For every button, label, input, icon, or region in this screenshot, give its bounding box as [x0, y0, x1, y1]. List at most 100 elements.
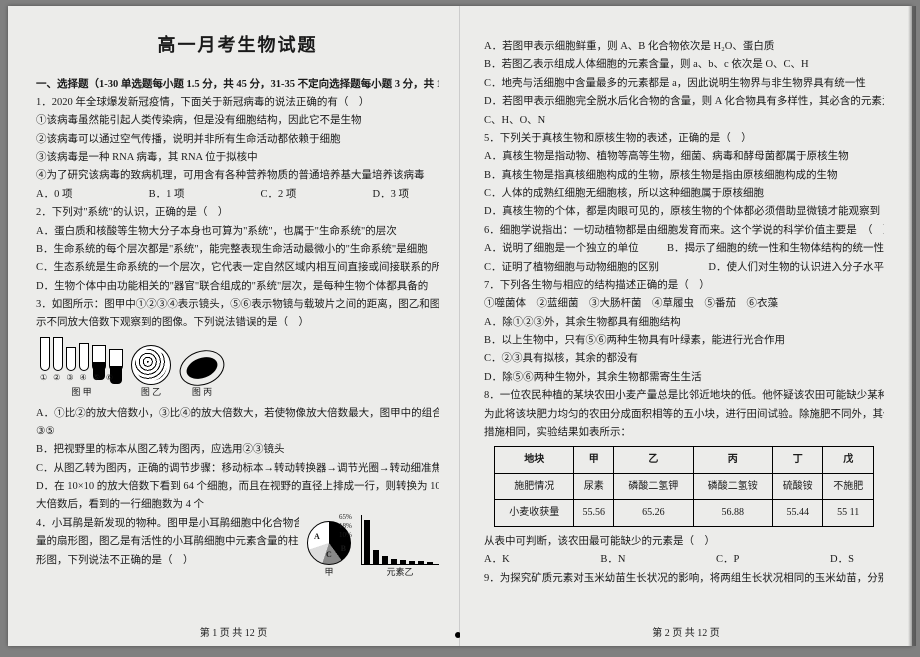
q4-b: 量的扇形图，图乙是有活性的小耳鹃细胞中元素含量的柱 — [36, 533, 299, 551]
page-number-2: 第 2 页 共 12 页 — [460, 625, 912, 643]
pie-label-a: A — [314, 530, 320, 544]
q9-stem: 9．为探究矿质元素对玉米幼苗生长状况的影响，将两组生长状况相同的玉米幼苗，分别放… — [484, 570, 884, 588]
cap-jia: 图 甲 — [40, 385, 123, 401]
q2-c: C．生态系统是生命系统的一个层次，它代表一定自然区域内相互间直接或间接联系的所有… — [36, 259, 439, 277]
q4-B: B．若图乙表示组成人体细胞的元素含量，则 a、b、c 依次是 O、C、H — [484, 56, 884, 74]
q5-d: D．真核生物的个体，都是肉眼可见的，原核生物的个体都必须借助显微镜才能观察到 — [484, 203, 884, 221]
q3-c: C．从图乙转为图丙，正确的调节步骤：移动标本→转动转换器→调节光圈→转动细准焦螺… — [36, 460, 439, 478]
q1-opt4: ④为了研究该病毒的致病机理，可用含有各种营养物质的普通培养基大量培养该病毒 — [36, 167, 439, 185]
q3-d: D．在 10×10 的放大倍数下看到 64 个细胞，而且在视野的直径上排成一行，… — [36, 478, 439, 496]
q8-a: 8．一位农民种植的某块农田小麦产量总是比邻近地块的低。他怀疑该农田可能缺少某种元… — [484, 387, 884, 405]
r1-0: 施肥情况 — [495, 473, 574, 500]
cap-yi: 图 乙 — [131, 385, 171, 401]
bar-cap: 元素乙 — [361, 565, 439, 581]
r2-5: 55 11 — [823, 500, 874, 527]
tube-2 — [53, 337, 63, 371]
tube-5 — [92, 345, 106, 371]
tube-4 — [79, 343, 89, 371]
q8-d: D．S — [830, 551, 854, 569]
pct-0: 65% — [339, 513, 352, 522]
r2-3: 56.88 — [693, 500, 772, 527]
q2-a: A．蛋白质和核酸等生物大分子本身也可算为"系统"，也属于"生命系统"的层次 — [36, 223, 439, 241]
q1-opt3: ③该病毒是一种 RNA 病毒，其 RNA 位于拟核中 — [36, 149, 439, 167]
q2-b: B．生命系统的每个层次都是"系统"，能完整表现生命活动最微小的"生命系统"是细胞 — [36, 241, 439, 259]
q4-a: 4．小耳鹃是新发现的物种。图甲是小耳鹃细胞中化合物含 — [36, 515, 299, 533]
q7-c: C．②③具有拟核，其余的都没有 — [484, 350, 884, 368]
fig-jia: ① ② ③ ④ ⑤ ⑥ 图 甲 — [40, 337, 123, 401]
section-1-heading: 一、选择题（1-30 单选题每小题 1.5 分，共 45 分，31-35 不定向… — [36, 76, 439, 94]
q3-stem-a: 3．如图所示：图甲中①②③④表示镜头，⑤⑥表示物镜与载玻片之间的距离，图乙和图丙… — [36, 296, 439, 314]
r1-5: 不施肥 — [823, 473, 874, 500]
r2-0: 小麦收获量 — [495, 500, 574, 527]
q5-c: C．人体的成熟红细胞无细胞核，所以这种细胞属于原核细胞 — [484, 185, 884, 203]
r1-1: 尿素 — [574, 473, 614, 500]
page-number-1: 第 1 页 共 12 页 — [8, 625, 459, 643]
th-0: 地块 — [495, 447, 574, 474]
r2-4: 55.44 — [772, 500, 823, 527]
q6-c: C．证明了植物细胞与动物细胞的区别 — [484, 259, 659, 277]
q8-b: B．N — [600, 551, 625, 569]
tube-3 — [66, 347, 76, 371]
th-5: 戊 — [823, 447, 874, 474]
q6-a: A．说明了细胞是一个独立的单位 — [484, 240, 639, 258]
fig-bing: 图 丙 — [179, 351, 225, 401]
r1-4: 硫酸铵 — [772, 473, 823, 500]
q2-d: D．生物个体中由功能相关的"器官"联合组成的"系统"层次，是每种生物个体都具备的 — [36, 278, 439, 296]
q1-choice-c: C．2 项 — [261, 186, 297, 204]
th-1: 甲 — [574, 447, 614, 474]
q8-c: 措施相同，实验结果如表所示： — [484, 424, 884, 442]
q4-figures: A B C 甲 65% 18% 10% — [307, 515, 439, 581]
q1-choice-b: B．1 项 — [149, 186, 185, 204]
exam-title: 高一月考生物试题 — [36, 30, 439, 62]
th-4: 丁 — [772, 447, 823, 474]
pie-label-c: C — [326, 548, 332, 562]
tube-6 — [109, 349, 123, 371]
q7-d: D．除⑤⑥两种生物外，其余生物都需寄生生活 — [484, 369, 884, 387]
q4-D: D．若图甲表示细胞完全脱水后化合物的含量，则 A 化合物具有多样性，其必含的元素… — [484, 93, 884, 111]
q4-block: A B C 甲 65% 18% 10% — [36, 515, 439, 570]
q1-stem: 1．2020 年全球爆发新冠疫情，下面关于新冠病毒的说法正确的有（ ） — [36, 94, 439, 112]
circle-yi — [131, 345, 171, 385]
r1-2: 磷酸二氢钾 — [614, 473, 693, 500]
q1-opt1: ①该病毒虽然能引起人类传染病，但是没有细胞结构，因此它不是生物 — [36, 112, 439, 130]
q1-opt2: ②该病毒可以通过空气传播，说明并非所有生命活动都依赖于细胞 — [36, 131, 439, 149]
cap-bing: 图 丙 — [179, 385, 225, 401]
r2-1: 55.56 — [574, 500, 614, 527]
q5-b: B．真核生物是指真核细胞构成的生物，原核生物是指由原核细胞构成的生物 — [484, 167, 884, 185]
pie-cap: 甲 — [307, 565, 351, 581]
q3-a: A．①比②的放大倍数小，③比④的放大倍数大，若使物像放大倍数最大，图甲中的组合一… — [36, 405, 439, 423]
q1-choice-a: A．0 项 — [36, 186, 72, 204]
th-3: 丙 — [693, 447, 772, 474]
bar-chart — [361, 515, 439, 565]
q4-c: 形图，下列说法不正确的是（ ） — [36, 552, 299, 570]
q7-a: A．除①②③外，其余生物都具有细胞结构 — [484, 314, 884, 332]
th-2: 乙 — [614, 447, 693, 474]
q1-choice-d: D．3 项 — [373, 186, 409, 204]
q3-a2: ③⑤ — [36, 423, 439, 441]
q5-stem: 5．下列关于真核生物和原核生物的表述，正确的是（ ） — [484, 130, 884, 148]
q4-A: A．若图甲表示细胞鲜重，则 A、B 化合物依次是 H₂O、蛋白质 — [484, 38, 884, 56]
tube-1 — [40, 337, 50, 371]
q7-list: ①噬菌体 ②蓝细菌 ③大肠杆菌 ④草履虫 ⑤番茄 ⑥衣藻 — [484, 295, 884, 313]
q3-stem-b: 示不同放大倍数下观察到的图像。下列说法错误的是（ ） — [36, 314, 439, 332]
q8-b: 为此将该块肥力均匀的农田分成面积相等的五小块，进行田间试验。除施肥不同外，其他田… — [484, 406, 884, 424]
q4-D2: C、H、O、N — [484, 112, 884, 130]
table-row-1: 施肥情况 尿素 磷酸二氢钾 磷酸二氢铵 硫酸铵 不施肥 — [495, 473, 874, 500]
q8-c: C．P — [716, 551, 739, 569]
r1-3: 磷酸二氢铵 — [693, 473, 772, 500]
pie-label-b: B — [341, 542, 346, 556]
q3-figures: ① ② ③ ④ ⑤ ⑥ 图 甲 图 乙 图 丙 — [40, 337, 439, 401]
page-edge-shadow — [908, 6, 916, 646]
pct-1: 18% — [339, 522, 352, 531]
q3-d2: 大倍数后，看到的一行细胞数为 4 个 — [36, 496, 439, 514]
q8-q: 从表中可判断，该农田最可能缺少的元素是（ ） — [484, 533, 884, 551]
page-2: A．若图甲表示细胞鲜重，则 A、B 化合物依次是 H₂O、蛋白质 B．若图乙表示… — [460, 6, 912, 646]
q3-b: B．把视野里的标本从图乙转为图丙，应选用②③镜头 — [36, 441, 439, 459]
r2-2: 65.26 — [614, 500, 693, 527]
num-6: ⑥ — [106, 371, 113, 385]
q6-b: B．揭示了细胞的统一性和生物体结构的统一性 — [667, 240, 884, 258]
q1-choices: A．0 项 B．1 项 C．2 项 D．3 项 — [36, 186, 439, 204]
q6-d: D．使人们对生物的认识进入分子水平 — [708, 259, 884, 277]
q2-stem: 2．下列对"系统"的认识，正确的是（ ） — [36, 204, 439, 222]
q5-a: A．真核生物是指动物、植物等高等生物，细菌、病毒和酵母菌都属于原核生物 — [484, 148, 884, 166]
